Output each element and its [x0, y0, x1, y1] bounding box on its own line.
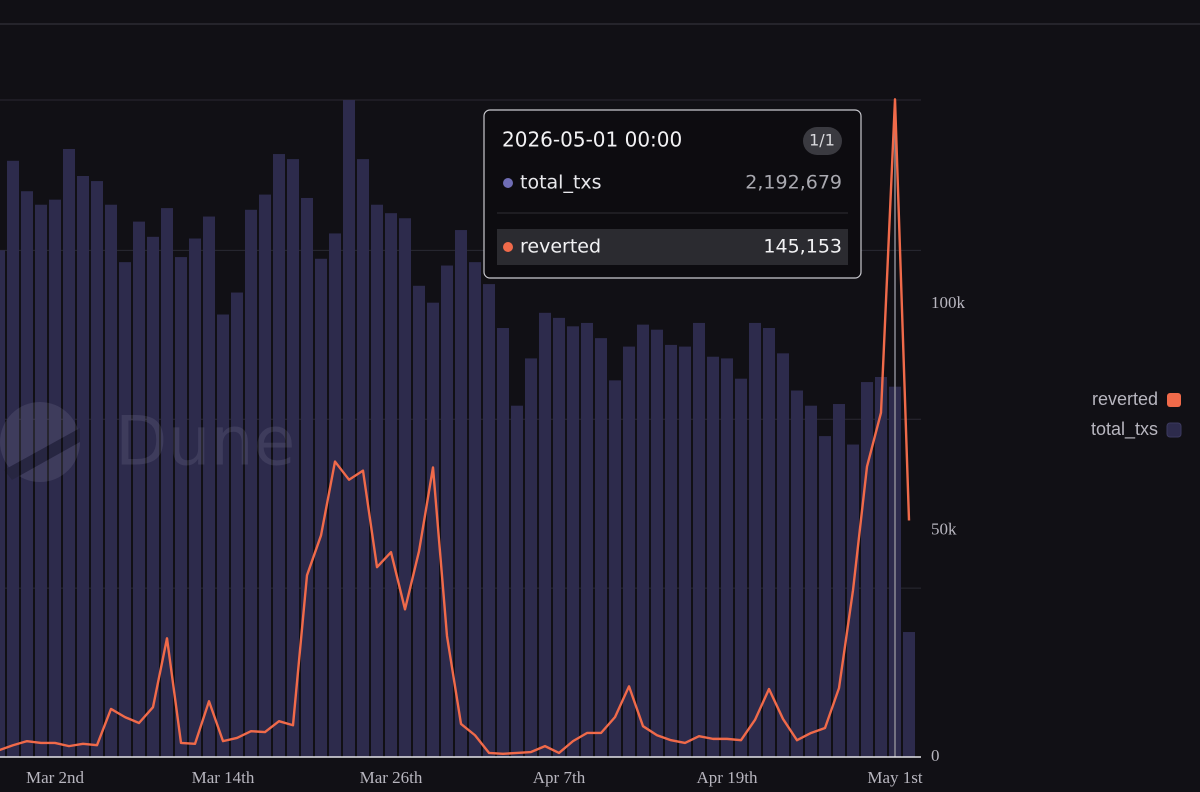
bar: [819, 436, 831, 757]
bar: [847, 444, 859, 757]
bar: [105, 204, 117, 757]
bar: [497, 328, 509, 757]
bar: [567, 326, 579, 757]
bar: [637, 324, 649, 757]
bar: [259, 194, 271, 757]
bar: [287, 159, 299, 758]
bar: [525, 358, 537, 757]
bar: [833, 404, 845, 757]
tooltip-dot: [503, 242, 513, 252]
bar: [35, 204, 47, 757]
tooltip-highlight: [497, 229, 848, 265]
bar: [679, 346, 691, 757]
line-series: [0, 98, 911, 756]
bar: [175, 257, 187, 757]
bar: [791, 390, 803, 757]
bar: [77, 176, 89, 757]
bar: [63, 148, 75, 757]
bar: [371, 204, 383, 757]
watermark: Dune: [0, 402, 295, 482]
bar: [777, 353, 789, 757]
bar: [21, 191, 33, 758]
legend-swatch: [1167, 393, 1181, 407]
tooltip-value: 2,192,679: [745, 172, 842, 194]
bar: [623, 346, 635, 757]
bar: [7, 160, 19, 757]
bar: [413, 285, 425, 757]
bar: [301, 197, 313, 757]
x-tick-label: Apr 19th: [697, 768, 758, 787]
y2-tick-label: 100k: [931, 293, 966, 312]
bar: [707, 356, 719, 757]
bar: [399, 218, 411, 758]
tooltip: 2026-05-01 00:00 1/1 total_txs 2,192,679…: [483, 109, 862, 279]
bar: [861, 382, 873, 757]
x-tick-label: May 1st: [867, 768, 923, 787]
bar: [119, 262, 131, 757]
x-tick-label: Mar 26th: [360, 768, 423, 787]
x-tick-label: Apr 7th: [533, 768, 586, 787]
bar: [693, 322, 705, 757]
x-tick-label: Mar 2nd: [26, 768, 85, 787]
bar: [581, 322, 593, 757]
line-layer: [0, 98, 911, 756]
bar: [315, 258, 327, 757]
legend-swatch: [1166, 422, 1182, 438]
bar: [357, 159, 369, 758]
bar: [189, 238, 201, 757]
bar: [385, 213, 397, 758]
bar: [343, 100, 355, 757]
bar: [721, 358, 733, 757]
axes: 0 50k 100k Mar 2nd Mar 14th Mar 26th Apr 7th Ap…: [26, 293, 966, 787]
bar: [245, 209, 257, 757]
bar: [133, 221, 145, 757]
bar: [805, 405, 817, 757]
bar: [511, 405, 523, 757]
tooltip-value: 145,153: [763, 236, 842, 258]
legend-label: total_txs: [1091, 419, 1158, 440]
tooltip-dot: [503, 178, 513, 188]
watermark-text: Dune: [115, 403, 295, 482]
bar: [217, 314, 229, 757]
bar: [735, 378, 747, 757]
legend: reverted total_txs: [1091, 389, 1182, 440]
y2-tick-label: 50k: [931, 519, 957, 538]
bar: [161, 208, 173, 758]
bar: [203, 216, 215, 757]
tooltip-title: 2026-05-01 00:00: [502, 128, 682, 152]
bar: [469, 262, 481, 757]
bar: [651, 329, 663, 757]
tooltip-counter: 1/1: [809, 131, 835, 150]
bar: [483, 284, 495, 757]
bar: [427, 302, 439, 757]
bar: [763, 328, 775, 757]
bar: [441, 265, 453, 757]
tooltip-series: reverted: [520, 236, 601, 258]
bar: [49, 199, 61, 757]
bar: [553, 317, 565, 757]
bar: [273, 154, 285, 758]
bar: [665, 344, 677, 757]
tooltip-series: total_txs: [520, 172, 602, 194]
y2-tick-label: 0: [931, 746, 940, 765]
bar: [329, 233, 341, 757]
x-tick-label: Mar 14th: [192, 768, 255, 787]
bar: [595, 338, 607, 757]
bar: [749, 322, 761, 757]
tooltip-counter-bg: [803, 127, 842, 155]
bar: [875, 376, 887, 757]
bar: [455, 230, 467, 758]
bar: [539, 312, 551, 757]
bar: [91, 181, 103, 758]
bar: [147, 236, 159, 757]
bar: [609, 380, 621, 757]
bars: [0, 100, 915, 758]
bar: [903, 632, 915, 757]
legend-label: reverted: [1092, 389, 1158, 409]
bar: [0, 250, 5, 757]
bar: [231, 292, 243, 757]
